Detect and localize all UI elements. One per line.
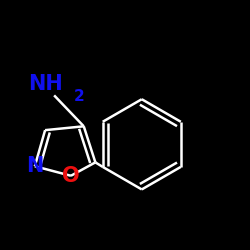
Text: 2: 2 bbox=[74, 89, 84, 104]
Text: N: N bbox=[26, 156, 44, 176]
Text: NH: NH bbox=[28, 74, 63, 94]
Text: O: O bbox=[62, 166, 80, 186]
